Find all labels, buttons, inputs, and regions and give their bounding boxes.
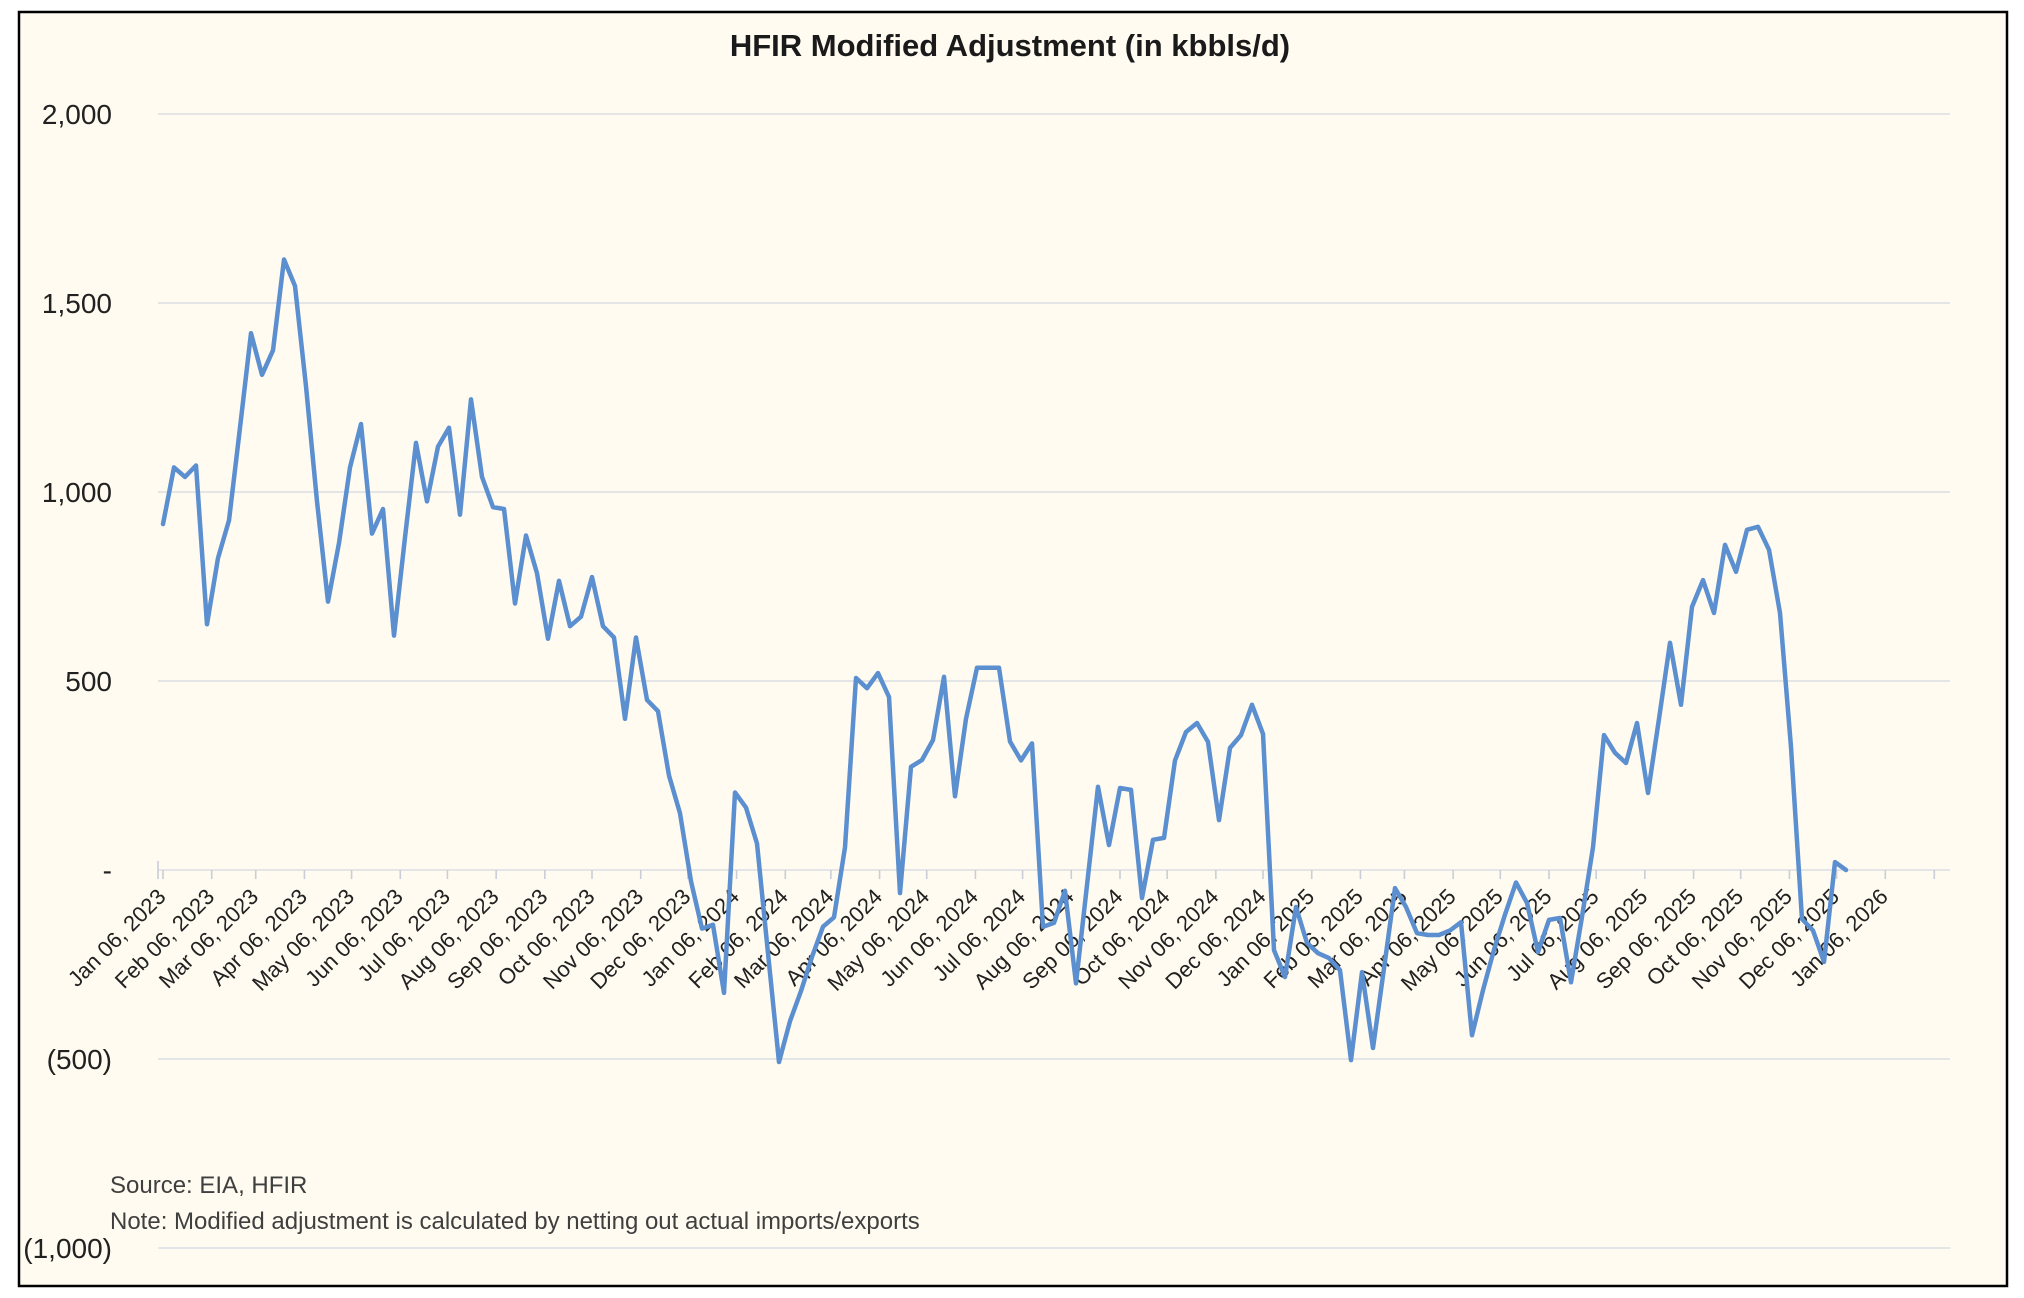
data-series-line — [160, 257, 1849, 1065]
y-tick-label: (1,000) — [23, 1233, 112, 1264]
y-tick-label: (500) — [47, 1044, 112, 1075]
y-tick-label: 500 — [65, 666, 112, 697]
y-tick-label: 2,000 — [42, 99, 112, 130]
chart-title: HFIR Modified Adjustment (in kbbls/d) — [730, 28, 1290, 63]
note-text: Note: Modified adjustment is calculated … — [110, 1208, 920, 1235]
chart-border — [17, 10, 2009, 1288]
source-text: Source: EIA, HFIR — [110, 1172, 307, 1199]
y-tick-label: - — [103, 855, 112, 886]
y-tick-label: 1,500 — [42, 288, 112, 319]
y-axis-labels: 2,000 1,500 1,000 500 - (500) (1,000) — [23, 99, 112, 1264]
y-tick-label: 1,000 — [42, 477, 112, 508]
